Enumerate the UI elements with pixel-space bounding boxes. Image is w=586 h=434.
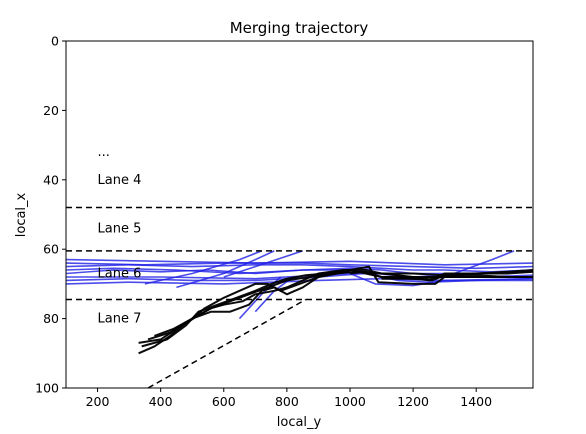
merging-trajectory-16	[141, 265, 533, 348]
merging-trajectory-20	[349, 269, 533, 282]
chart-title: Merging trajectory	[230, 19, 369, 37]
y-tick-label-0: 0	[51, 34, 59, 49]
lane-label-2: Lane 5	[98, 221, 142, 236]
x-tick-label-6: 1400	[460, 394, 492, 409]
x-tick-label-2: 600	[212, 394, 236, 409]
merging-trajectory-15	[138, 270, 533, 344]
mainline-trajectory-9	[176, 250, 275, 289]
x-tick-label-5: 1200	[397, 394, 429, 409]
mainline-trajectory-5	[66, 262, 533, 270]
y-tick-label-4: 80	[43, 311, 59, 326]
mainline-trajectory-10	[223, 250, 303, 278]
lane-labels: ... Lane 4 Lane 5 Lane 6 Lane 7	[98, 145, 142, 327]
x-axis-label: local_y	[277, 415, 322, 430]
series-layer	[66, 250, 533, 355]
y-axis: 0 20 40 60 80 100	[35, 34, 66, 396]
y-tick-label-5: 100	[35, 381, 59, 396]
mainline-trajectory-11	[444, 250, 515, 278]
mainline-trajectory-2	[66, 272, 533, 284]
x-axis: 200 400 600 800 1000 1200 1400	[86, 388, 492, 409]
lane-boundaries	[66, 206, 533, 388]
merging-trajectory-18	[154, 270, 351, 337]
y-tick-label-3: 60	[43, 242, 59, 257]
ramp-edge	[147, 298, 307, 388]
y-tick-label-2: 40	[43, 172, 59, 187]
plot-area	[66, 206, 533, 388]
mainline-trajectory-7	[66, 258, 533, 266]
mainline-trajectory-6	[66, 277, 533, 285]
merging-trajectory-19	[381, 274, 533, 282]
x-tick-label-0: 200	[86, 394, 110, 409]
x-tick-label-3: 800	[275, 394, 299, 409]
x-tick-label-1: 400	[149, 394, 173, 409]
lane-label-3: Lane 6	[98, 266, 142, 281]
mainline-trajectory-8	[144, 250, 262, 285]
lane-label-0: ...	[98, 145, 110, 160]
lane-label-1: Lane 4	[98, 173, 142, 188]
mainline-trajectory-3	[66, 267, 533, 275]
x-tick-label-4: 1000	[334, 394, 366, 409]
y-axis-label: local_x	[14, 192, 29, 237]
plot-frame	[65, 40, 534, 389]
lane-label-4: Lane 7	[98, 312, 142, 327]
y-tick-label-1: 20	[43, 103, 59, 118]
